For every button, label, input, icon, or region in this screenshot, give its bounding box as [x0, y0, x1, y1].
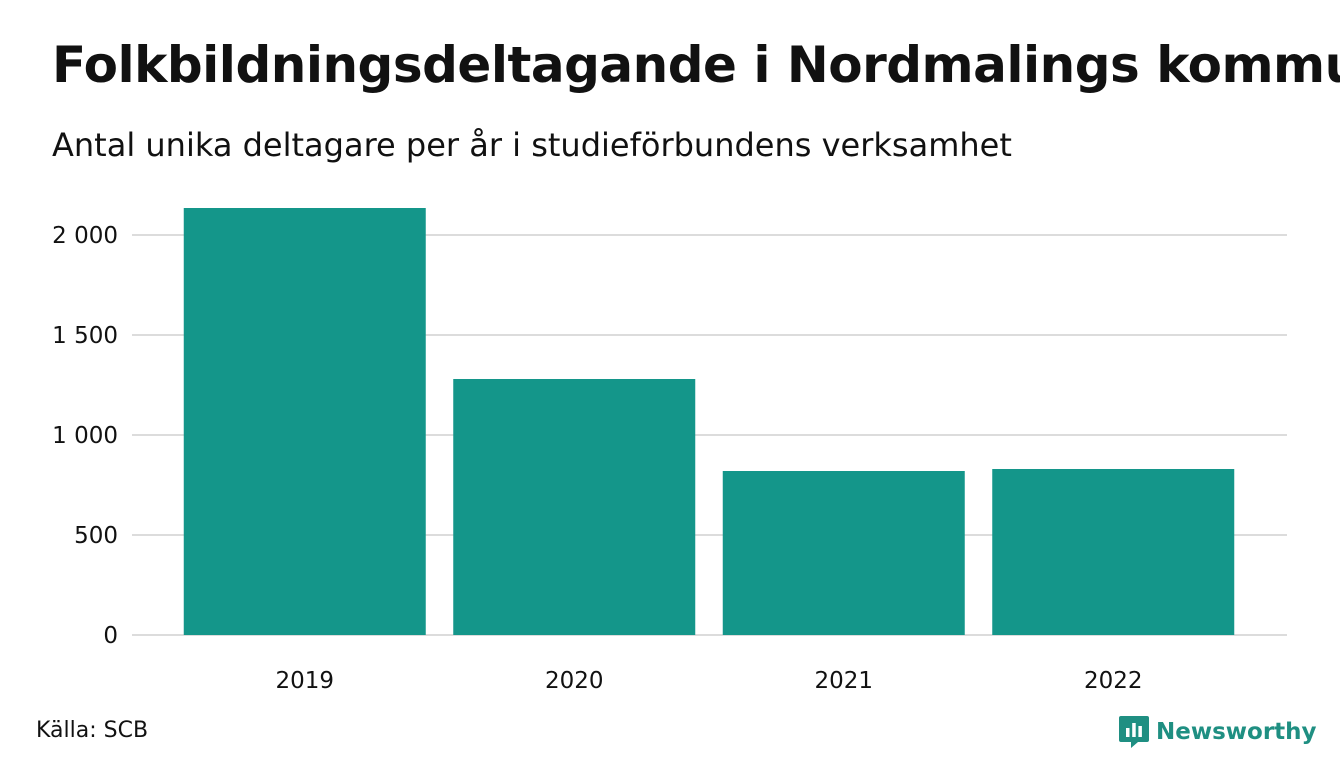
chart-subtitle: Antal unika deltagare per år i studieför…	[52, 126, 1012, 164]
newsworthy-logo-icon	[1119, 716, 1149, 748]
x-tick-label: 2020	[545, 668, 604, 694]
bar-2021	[722, 471, 965, 635]
y-tick-label: 0	[103, 623, 118, 649]
chart-title: Folkbildningsdeltagande i Nordmalings ko…	[52, 36, 1340, 94]
bar-2022	[992, 469, 1235, 635]
x-tick-label: 2019	[275, 668, 334, 694]
x-tick-label: 2022	[1084, 668, 1143, 694]
x-tick-label: 2021	[814, 668, 873, 694]
y-tick-label: 1 000	[52, 423, 118, 449]
bar-2020	[453, 379, 696, 635]
y-tick-label: 1 500	[52, 323, 118, 349]
x-axis-tick-labels: 2019 2020 2021 2022	[275, 668, 1142, 694]
bar-2019	[183, 208, 426, 635]
brand-name: Newsworthy	[1156, 719, 1317, 745]
source-note: Källa: SCB	[36, 718, 149, 743]
y-axis-tick-labels: 0 500 1 000 1 500 2 000	[52, 223, 118, 649]
brand-logo: Newsworthy	[1118, 714, 1317, 750]
bars	[183, 208, 1235, 635]
y-tick-label: 2 000	[52, 223, 118, 249]
y-tick-label: 500	[74, 523, 118, 549]
